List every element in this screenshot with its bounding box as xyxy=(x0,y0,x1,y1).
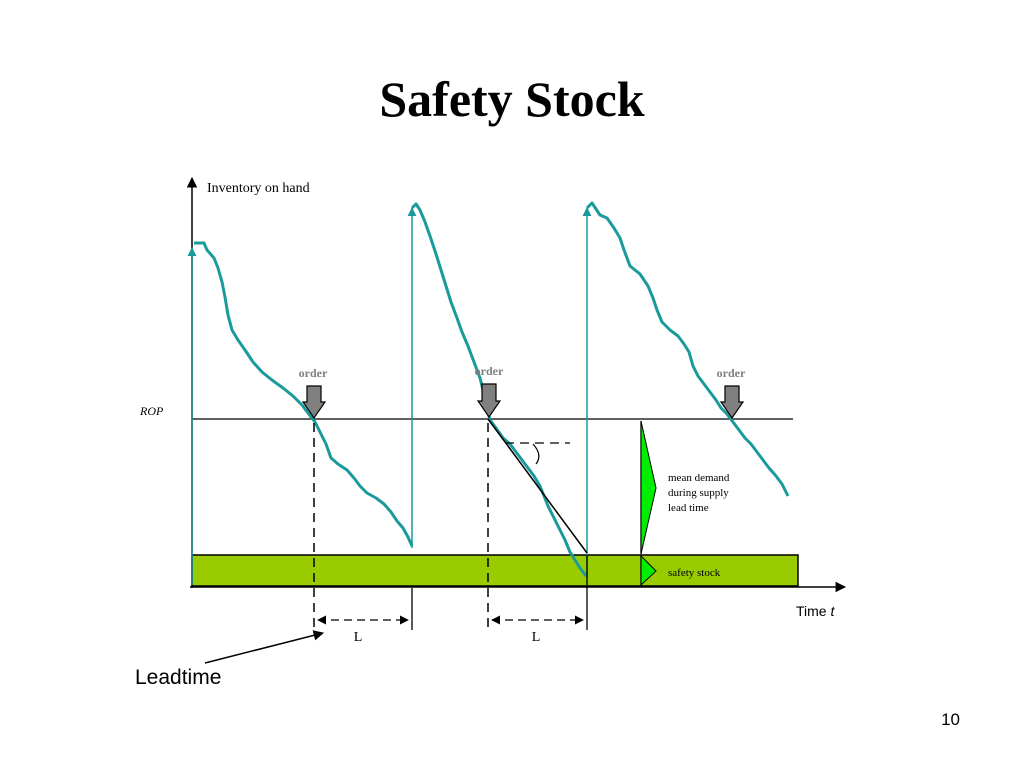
page-number: 10 xyxy=(941,710,960,729)
lead-time-label: L xyxy=(354,630,363,645)
mean-demand-bracket xyxy=(640,420,657,555)
mean-demand-label-line-3: lead time xyxy=(668,502,709,514)
order-label: order xyxy=(299,366,328,380)
order-arrow-icon xyxy=(301,385,327,420)
order-arrow-icon xyxy=(719,385,745,420)
mean-demand-label-line-2: during supply xyxy=(668,487,729,499)
rop-label: ROP xyxy=(139,404,164,418)
mean-demand-label-line-1: mean demand xyxy=(668,472,730,484)
y-axis-label: Inventory on hand xyxy=(207,181,310,196)
inventory-curve-cycle-2 xyxy=(410,202,588,577)
angle-arc xyxy=(532,443,540,465)
order-label: order xyxy=(717,366,746,380)
lead-time-label: L xyxy=(532,630,541,645)
leadtime-callout-arrow xyxy=(204,630,325,664)
mean-demand-line xyxy=(487,418,588,554)
order-label: order xyxy=(475,364,504,378)
inventory-curve-cycle-1 xyxy=(194,241,414,547)
order-arrow-icon xyxy=(476,383,502,419)
safety-stock-label: safety stock xyxy=(668,567,721,579)
slide-title: Safety Stock xyxy=(379,71,644,127)
x-axis-label: Time t xyxy=(796,603,835,619)
safety-stock-bracket xyxy=(640,554,657,587)
leadtime-callout: Leadtime xyxy=(135,666,221,689)
inventory-curve-cycle-3 xyxy=(585,201,790,497)
